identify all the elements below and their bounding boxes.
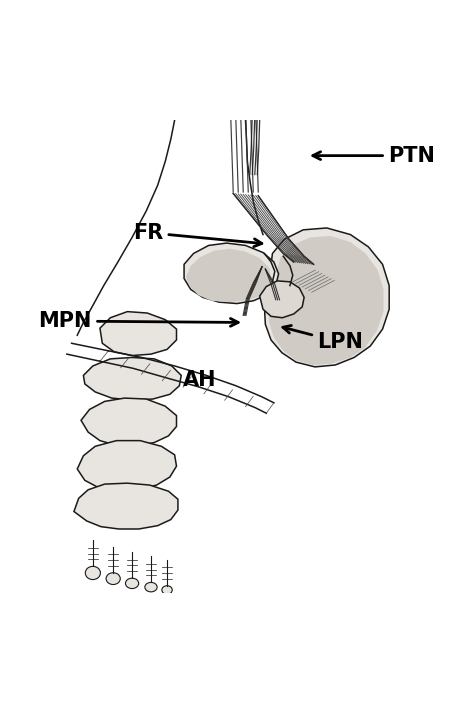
Ellipse shape xyxy=(145,583,157,592)
Ellipse shape xyxy=(106,573,120,585)
Polygon shape xyxy=(269,236,383,365)
Text: AH: AH xyxy=(182,370,216,390)
Text: LPN: LPN xyxy=(283,325,363,352)
Polygon shape xyxy=(260,281,304,318)
Ellipse shape xyxy=(85,566,100,580)
Text: PTN: PTN xyxy=(313,145,435,165)
Polygon shape xyxy=(184,243,279,304)
Polygon shape xyxy=(83,357,181,400)
Text: MPN: MPN xyxy=(38,311,238,331)
Ellipse shape xyxy=(126,578,139,588)
Polygon shape xyxy=(74,483,178,529)
Polygon shape xyxy=(77,441,176,491)
Text: FR: FR xyxy=(133,222,262,247)
Polygon shape xyxy=(81,398,176,446)
Polygon shape xyxy=(186,249,272,302)
Polygon shape xyxy=(264,228,389,367)
Polygon shape xyxy=(100,312,176,356)
Ellipse shape xyxy=(162,585,172,594)
